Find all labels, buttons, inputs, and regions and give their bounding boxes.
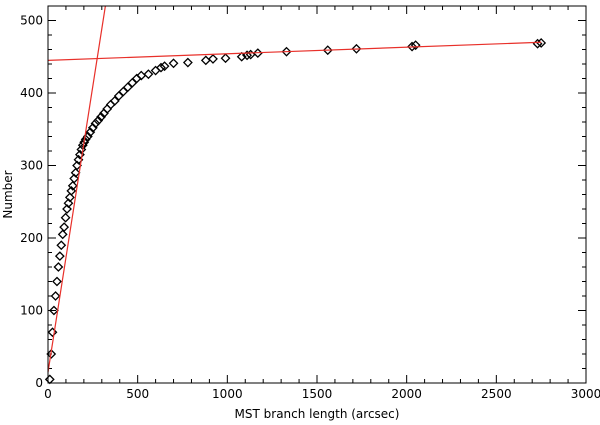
data-point	[410, 40, 421, 51]
x-tick-label: 2000	[391, 387, 422, 401]
x-tick-label: 3000	[571, 387, 600, 401]
data-point	[93, 115, 104, 126]
data-point	[236, 51, 247, 62]
data-point	[208, 54, 218, 64]
data-point	[168, 58, 179, 69]
data-point	[60, 212, 71, 223]
fit-lines	[47, 5, 542, 373]
x-tick-label: 1500	[302, 387, 333, 401]
data-point	[44, 374, 55, 385]
data-points	[44, 38, 547, 385]
data-point	[536, 38, 547, 48]
data-point	[143, 69, 154, 80]
data-point	[63, 198, 74, 209]
data-point	[220, 53, 231, 64]
y-tick-label: 500	[20, 14, 43, 28]
y-axis-label: Number	[1, 170, 15, 218]
y-tick-label: 200	[20, 231, 43, 245]
data-point	[407, 41, 417, 52]
data-point	[64, 192, 75, 203]
x-tick-label: 500	[126, 387, 149, 401]
fit-line	[47, 5, 106, 373]
data-point	[66, 185, 77, 196]
data-point	[322, 45, 333, 56]
y-tick-label: 300	[20, 159, 43, 173]
data-point	[200, 55, 211, 66]
data-point	[156, 62, 166, 73]
data-point	[72, 160, 82, 171]
data-point	[281, 46, 292, 57]
data-point	[351, 43, 362, 54]
data-point	[52, 276, 62, 287]
data-point	[67, 180, 78, 191]
x-tick-label: 2500	[481, 387, 512, 401]
data-point	[109, 96, 120, 106]
x-tick-label: 1000	[212, 387, 243, 401]
data-point	[182, 57, 193, 68]
y-tick-label: 400	[20, 86, 43, 100]
data-point	[242, 50, 252, 61]
axis-ticks	[47, 5, 587, 384]
data-point	[150, 65, 161, 76]
plot-frame	[47, 5, 587, 384]
data-point	[50, 291, 61, 301]
data-point	[252, 48, 263, 59]
data-point	[47, 327, 58, 338]
data-point	[54, 251, 65, 262]
x-tick-label: 0	[44, 387, 52, 401]
y-tick-label: 0	[35, 376, 43, 390]
data-point	[62, 204, 72, 214]
data-point	[46, 349, 57, 359]
data-point	[48, 305, 59, 316]
x-axis-label: MST branch length (arcsec)	[235, 407, 400, 421]
data-point	[87, 122, 98, 133]
data-point	[57, 229, 68, 240]
data-point	[159, 61, 170, 72]
data-point	[96, 112, 107, 122]
data-point	[70, 167, 81, 178]
data-point	[79, 137, 90, 148]
data-point	[80, 134, 91, 145]
data-point	[90, 118, 101, 129]
data-point	[69, 173, 80, 184]
data-point	[53, 262, 64, 272]
data-point	[59, 222, 70, 233]
y-tick-label: 100	[20, 304, 43, 318]
tick-labels: 0 500 1000 1500 2000 2500 3000 0 100 200 300 400 500	[20, 14, 600, 402]
fit-line	[47, 41, 542, 61]
data-point	[56, 240, 67, 251]
